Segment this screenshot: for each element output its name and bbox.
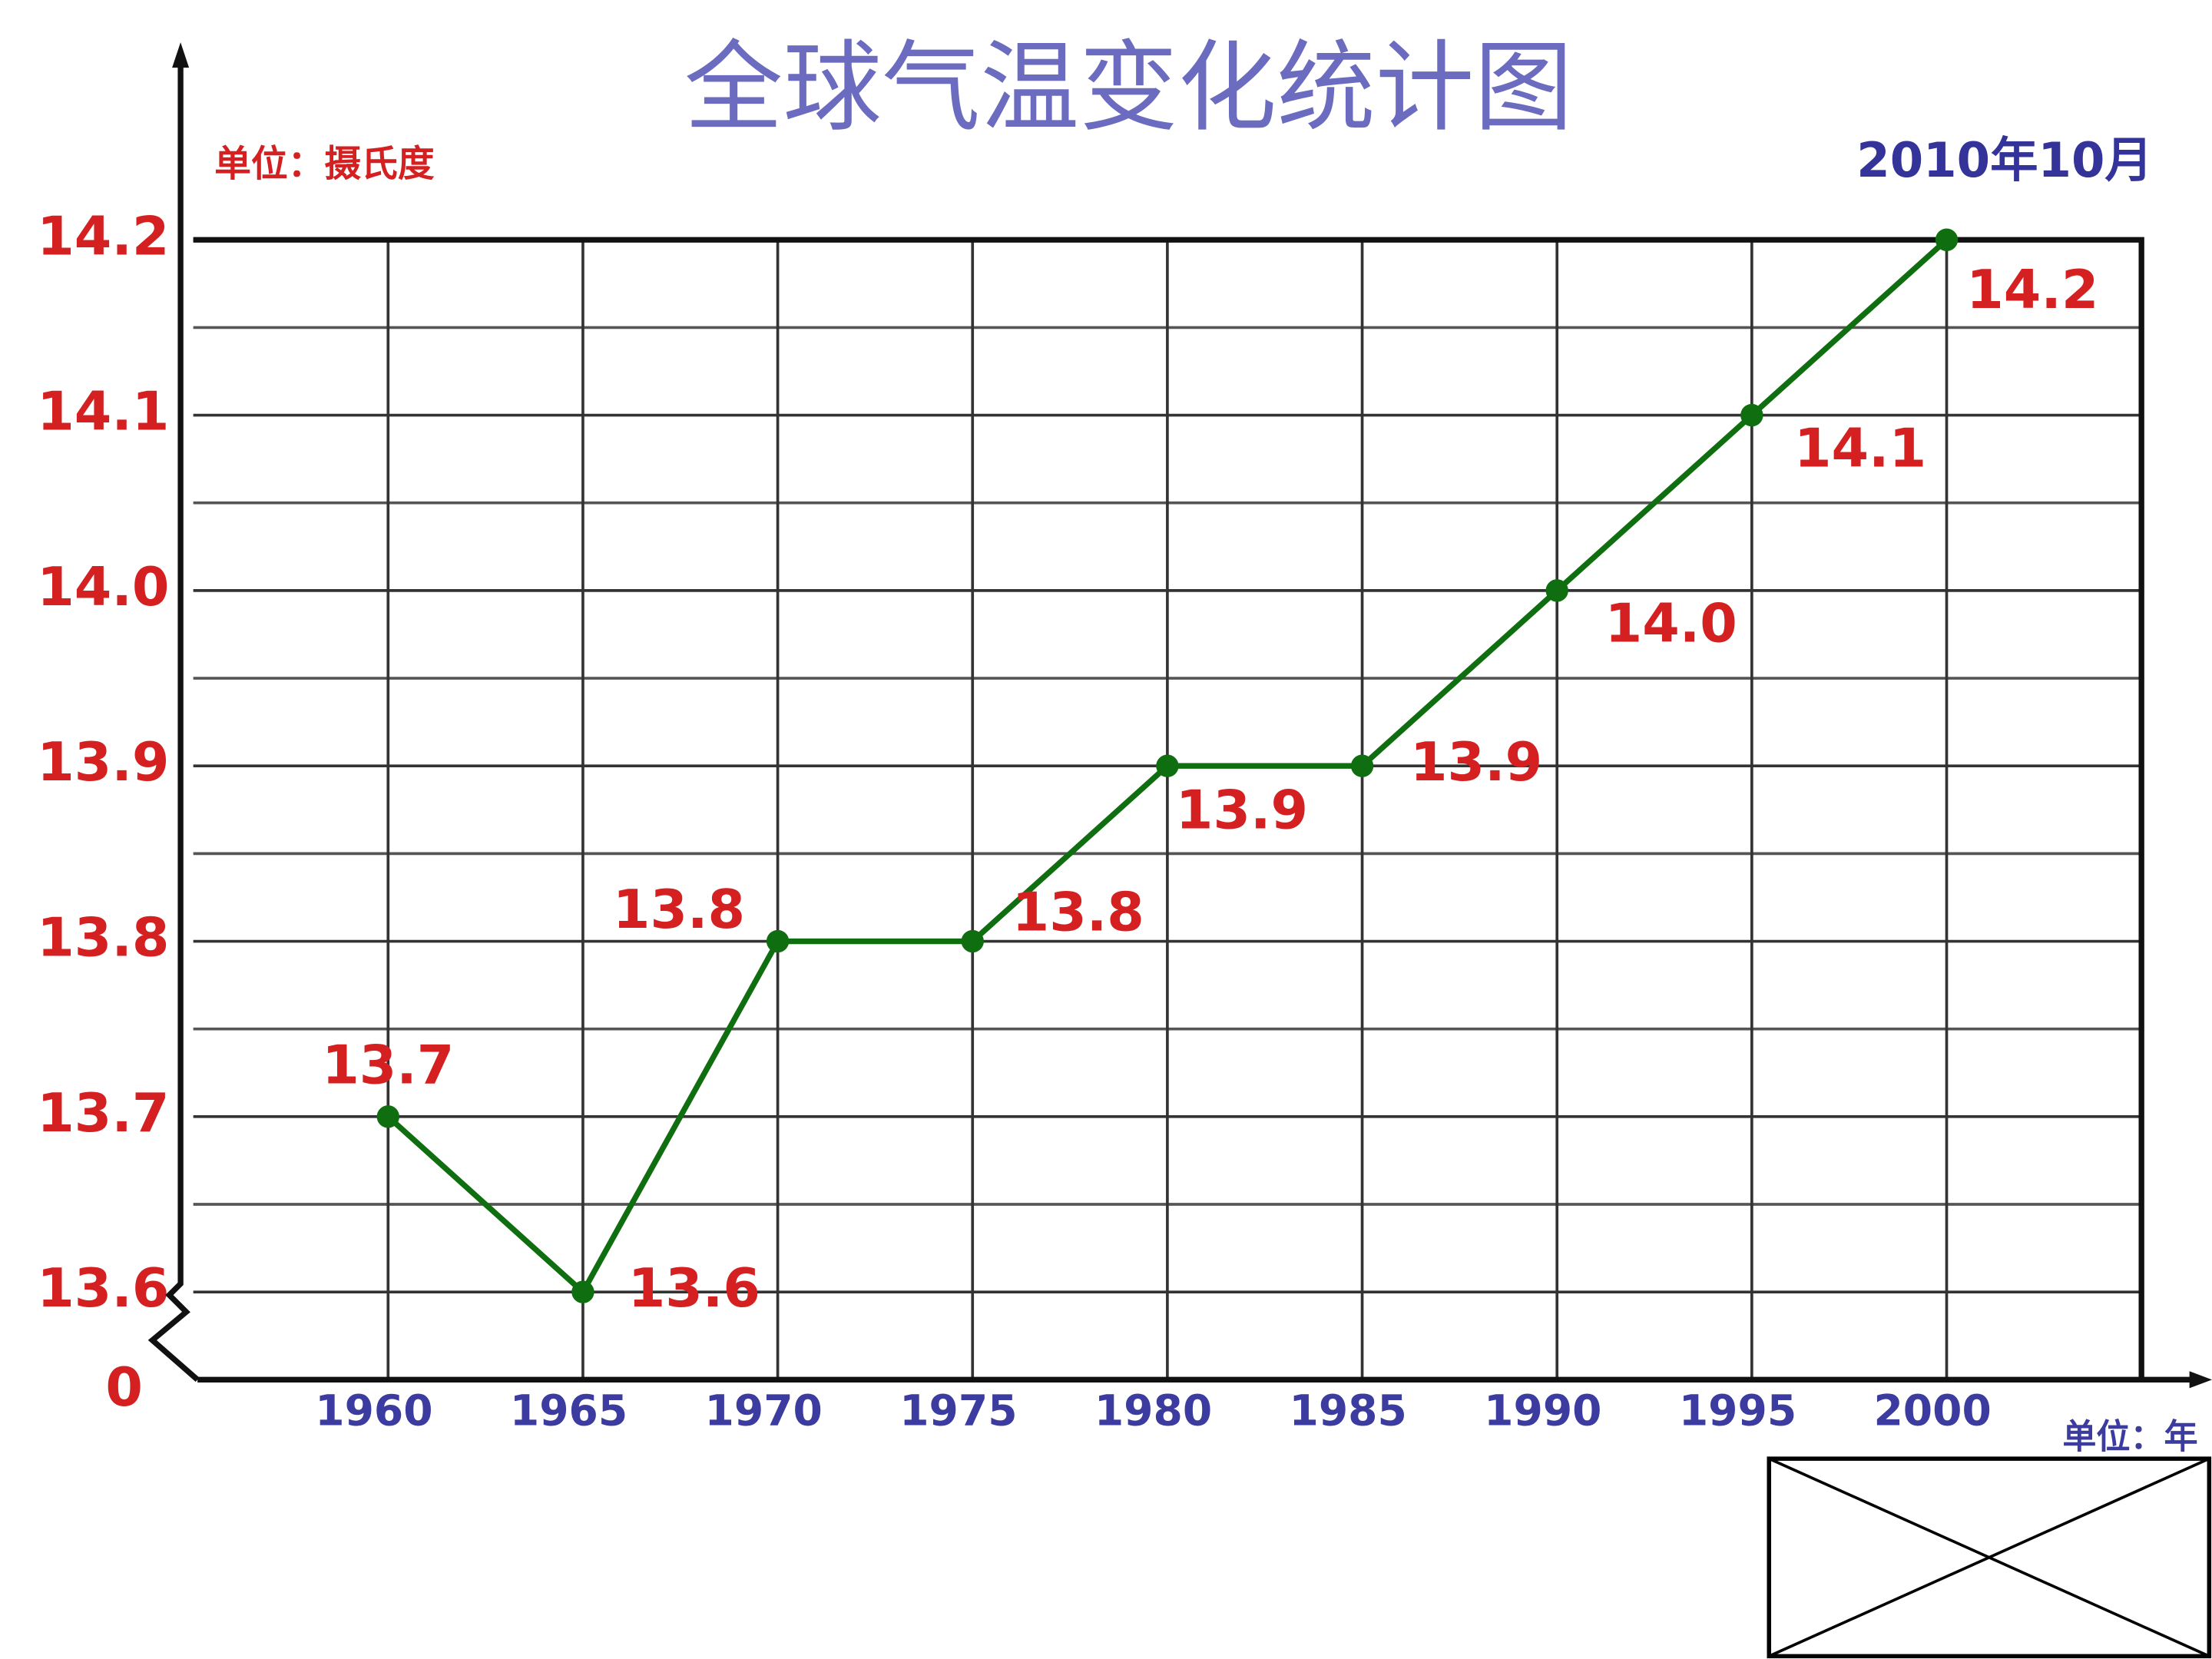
chart-title: 全球气温变化统计图 — [684, 31, 1573, 145]
x-tick-label: 1985 — [1290, 1386, 1407, 1435]
data-label: 14.0 — [1605, 593, 1737, 655]
x-tick-label: 1990 — [1484, 1386, 1601, 1435]
y-unit: 单位：摄氏度 — [214, 144, 435, 186]
y-tick-label: 13.6 — [37, 1257, 169, 1320]
x-tick-label: 1970 — [705, 1386, 823, 1435]
data-label: 13.6 — [628, 1257, 760, 1320]
y-tick-label: 13.9 — [37, 731, 169, 793]
data-label: 14.2 — [1966, 259, 2098, 321]
y-tick-label: 13.7 — [37, 1082, 169, 1144]
data-point — [1156, 754, 1179, 777]
data-point — [1350, 754, 1374, 777]
data-point — [571, 1280, 594, 1303]
data-label: 14.1 — [1794, 417, 1926, 479]
data-point — [1545, 579, 1568, 602]
data-label: 13.9 — [1410, 731, 1542, 793]
x-tick-label: 1975 — [899, 1386, 1017, 1435]
x-tick-label: 1980 — [1094, 1386, 1212, 1435]
y-tick-label: 14.1 — [37, 381, 169, 443]
origin-label: 0 — [105, 1356, 143, 1419]
data-label: 13.9 — [1176, 780, 1308, 842]
x-tick-label: 2000 — [1873, 1386, 1991, 1435]
x-unit: 单位：年 — [2062, 1417, 2197, 1456]
y-tick-label: 14.0 — [37, 556, 169, 618]
x-tick-label: 1965 — [510, 1386, 628, 1435]
x-tick-label: 1995 — [1679, 1386, 1796, 1435]
x-axis-arrow — [2189, 1371, 2212, 1389]
data-point — [1935, 228, 1959, 251]
broken-image — [1767, 1456, 2212, 1659]
data-label: 13.8 — [613, 879, 745, 941]
y-tick-label: 13.8 — [37, 907, 169, 969]
note: 2010年10月 — [1856, 132, 2153, 188]
data-label: 13.8 — [1012, 881, 1144, 943]
data-point — [766, 929, 790, 953]
data-label: 13.7 — [322, 1034, 454, 1096]
x-tick-label: 1960 — [315, 1386, 432, 1435]
data-point — [376, 1105, 399, 1128]
data-point — [1740, 403, 1763, 427]
y-axis — [147, 56, 200, 1382]
plot-frame — [193, 237, 2144, 1380]
data-point — [961, 929, 984, 953]
y-axis-arrow — [172, 42, 190, 68]
y-tick-label: 14.2 — [37, 205, 169, 267]
